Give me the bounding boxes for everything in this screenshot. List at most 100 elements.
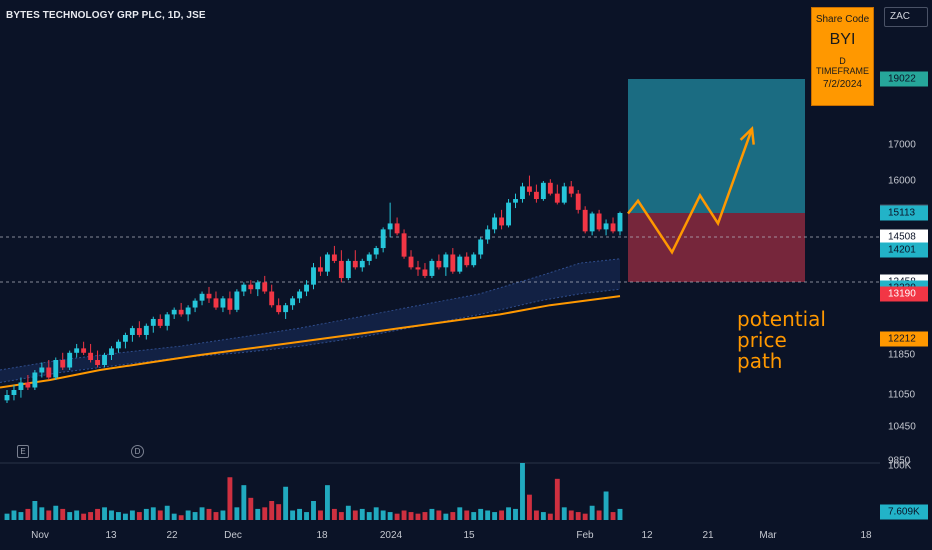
volume-bar <box>506 507 511 520</box>
symbol-title[interactable]: BYTES TECHNOLOGY GRP PLC, 1D, JSE <box>6 10 206 21</box>
volume-bar <box>499 510 505 520</box>
potential-price-path-note[interactable]: potential price path <box>737 309 826 372</box>
volume-bar <box>290 510 296 520</box>
volume-bar <box>206 508 212 520</box>
volume-bar <box>213 512 219 520</box>
date-label: 7/2/2024 <box>823 79 862 90</box>
candle-body <box>513 199 518 203</box>
note-line-2: price <box>737 328 787 352</box>
currency-selector[interactable]: ZAC <box>884 7 928 27</box>
volume-bar <box>561 507 567 520</box>
volume-bar <box>157 510 163 520</box>
price-chart[interactable] <box>0 0 880 550</box>
candle-body <box>492 217 498 230</box>
time-tick-label: Feb <box>576 530 594 541</box>
candle-body <box>199 293 205 301</box>
candle-body <box>429 260 435 276</box>
volume-bar <box>513 508 518 520</box>
earnings-marker[interactable]: E <box>17 445 29 458</box>
candle-body <box>192 300 198 308</box>
candle-body <box>464 256 470 266</box>
candle-body <box>596 213 602 230</box>
candles[interactable] <box>4 175 623 403</box>
volume-bar <box>422 512 428 520</box>
volume-bar <box>450 512 456 520</box>
volume-bar <box>568 510 574 520</box>
candle-body <box>324 254 330 272</box>
volume-bar <box>547 513 553 520</box>
candle-body <box>450 254 456 272</box>
volume-bar <box>324 485 330 520</box>
candle-body <box>394 223 400 234</box>
path-arrowhead <box>739 125 755 145</box>
volume-badge: 7.609K <box>880 504 928 520</box>
volume-bar <box>102 507 107 520</box>
volume-bar <box>603 491 609 520</box>
volume-bar <box>415 513 421 520</box>
volume-bar <box>67 512 73 520</box>
candle-body <box>485 229 491 240</box>
price-badge: 15113 <box>880 205 928 221</box>
share-code-box[interactable]: Share Code BYI D TIMEFRAME 7/2/2024 <box>811 7 874 106</box>
price-tick-label: 11050 <box>888 389 916 401</box>
volume-bar <box>81 513 87 520</box>
path-polyline <box>627 128 754 255</box>
volume-bar <box>150 507 156 520</box>
volume-bar <box>373 507 379 520</box>
volume-bar <box>318 510 323 520</box>
candle-body <box>561 186 567 203</box>
candle-body <box>11 390 17 395</box>
sma200-polyline <box>0 295 621 389</box>
dividend-marker[interactable]: D <box>131 445 144 458</box>
volume-bar <box>408 512 414 520</box>
volume-bar <box>387 512 393 520</box>
candle-body <box>506 202 511 226</box>
horizontal-price-lines <box>0 236 880 283</box>
long-position-tool[interactable] <box>628 79 805 282</box>
candle-body <box>520 186 525 200</box>
volume-bar <box>478 508 484 520</box>
volume-bar <box>11 510 17 520</box>
candle-body <box>32 372 38 388</box>
potential-path-arrow[interactable] <box>627 125 755 255</box>
candle-body <box>373 248 379 255</box>
volume-bar <box>582 513 588 520</box>
volume-bar <box>255 508 261 520</box>
candle-body <box>387 223 393 230</box>
candle-body <box>220 298 226 308</box>
volume-tick-label: 100K <box>888 460 912 472</box>
volume-bar <box>464 510 470 520</box>
volume-bar <box>241 485 247 520</box>
note-line-3: path <box>737 349 783 373</box>
candle-body <box>213 298 219 308</box>
time-tick-label: Dec <box>224 530 242 541</box>
volume-bar <box>596 510 602 520</box>
volume-bar <box>227 477 233 520</box>
candle-body <box>547 182 553 194</box>
time-tick-label: 18 <box>860 530 872 541</box>
price-tick-label: 9850 <box>888 455 911 467</box>
volume-bar <box>331 508 337 520</box>
volume-bar <box>39 507 45 520</box>
candle-body <box>338 260 344 279</box>
candle-body <box>136 328 142 335</box>
price-badge: 14508 <box>880 229 928 245</box>
candle-body <box>366 254 372 261</box>
stop-zone <box>628 213 805 282</box>
candle-body <box>603 223 609 230</box>
candle-body <box>102 355 107 365</box>
volume-bar <box>471 512 477 520</box>
candle-body <box>297 291 303 299</box>
time-tick-label: Nov <box>31 530 49 541</box>
candle-body <box>589 213 595 232</box>
volume-bar <box>617 508 623 520</box>
candle-body <box>471 254 477 266</box>
candle-body <box>290 298 296 306</box>
volume-bar <box>136 512 142 520</box>
candle-body <box>227 298 233 310</box>
candle-body <box>46 367 52 378</box>
volume-bar <box>46 510 52 520</box>
volume-bar <box>366 512 372 520</box>
price-badge: 13190 <box>880 286 928 302</box>
band-lower-line <box>0 288 621 383</box>
